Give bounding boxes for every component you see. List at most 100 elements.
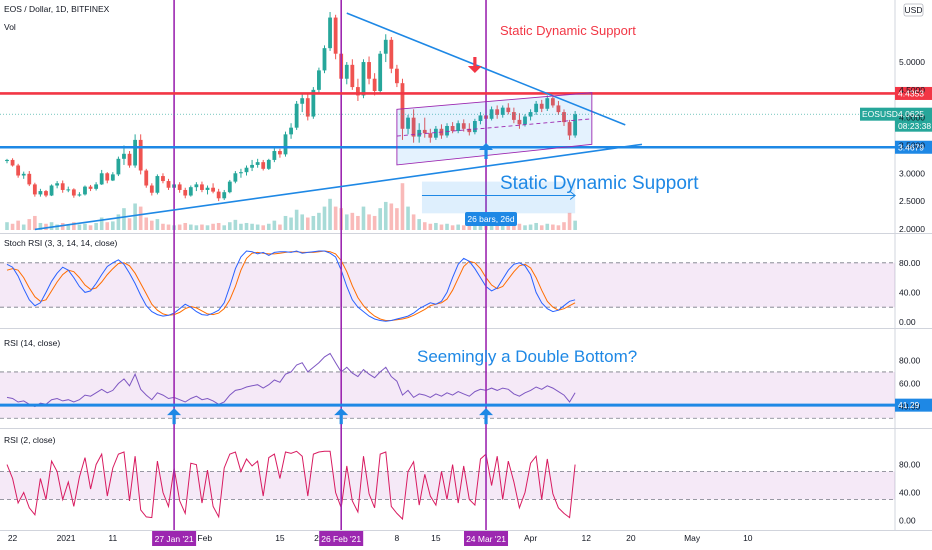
volume-bar [10,223,15,230]
volume-bar [266,223,271,230]
candle-body [467,128,472,133]
candle-body [372,78,377,91]
stoch-rsi-pane[interactable] [0,234,895,327]
candle-body [272,151,277,160]
price-pane[interactable] [0,0,895,233]
candle-body [38,191,43,195]
volume-bar [461,225,466,230]
volume-bar [333,206,338,230]
annotation-mid-label: Static Dynamic Support [500,173,699,194]
candle-body [188,187,193,196]
rsi14-tick-label: 80.00 [899,355,921,365]
candle-body [21,173,26,176]
candle-body [122,153,126,159]
stoch-rsi-tick-label: 80.00 [899,258,921,268]
candle-body [216,191,221,199]
price-tick-label: 4.5000 [899,85,925,95]
candle-body [60,183,65,190]
rsi14-line-0 [6,352,576,408]
time-axis-label: 20 [626,533,636,543]
candle-body [517,119,522,125]
rsi2-tick-label: 80.00 [899,460,921,470]
candle-body [161,176,165,182]
volume-bar [60,222,65,230]
volume-bar [545,223,550,230]
volume-bar [49,222,54,230]
candle-body [417,129,422,137]
date-marker-tag-label: 27 Jan '21 [155,534,194,544]
candle-body [266,159,271,169]
candle-body [356,87,360,96]
volume-bar [144,217,149,230]
candle-body [350,64,355,88]
candle-body [27,173,32,185]
volume-bar [255,224,260,230]
rsi14-tick-label: 40.00 [899,402,921,412]
support-price-tag: 3.4679 [898,142,924,152]
candle-body [378,53,383,91]
rsi2-tick-label: 40.00 [899,487,921,497]
volume-bar [539,225,544,230]
volume-bar [166,224,171,230]
candle-body [149,185,154,193]
rsi14-up-arrow-head [334,408,349,416]
volume-bar [450,225,455,230]
volume-bar [551,224,555,230]
candle-body [250,164,254,168]
candle-body [10,159,15,166]
candle-body [511,112,516,120]
volume-bar [194,225,199,230]
measure-box [421,181,576,214]
currency-badge[interactable] [903,3,924,17]
rsi14-up-arrow-head [167,408,182,416]
volume-bar [356,215,360,230]
price-tick-label: 3.5000 [899,140,925,150]
candle-body [222,192,227,199]
rsi2-pane[interactable] [0,429,895,530]
candle-body [406,117,410,129]
candle-body [71,189,76,196]
volume-bar [161,223,165,230]
volume-bar [261,225,266,230]
volume-bar [317,212,321,230]
volume-bar [495,224,499,230]
volume-bar [422,222,427,230]
rsi14-tick-label: 60.00 [899,379,921,389]
candle-body [333,17,338,54]
annotation-rsi-label: Seemingly a Double Bottom? [417,347,637,366]
currency-label: USD [905,5,923,15]
volume-bar [528,224,533,230]
annotation-top-label: Static Dynamic Support [500,23,636,38]
candle-body [573,114,578,136]
candle-body [83,186,87,195]
measure-arrowhead [569,191,576,200]
candles [5,12,578,202]
volume-bar [222,225,227,230]
volume-bar [389,203,394,230]
volume-bar [5,222,9,230]
volume-bar [189,224,193,230]
candle-body [367,62,371,79]
measure-label: 26 bars, 26d [467,214,515,224]
candle-body [328,17,332,49]
candle-body [49,185,54,196]
volume-bar [562,222,566,230]
volume-bar [283,215,288,230]
candle-body [66,189,71,191]
candle-body [133,139,138,166]
volume-bar [16,220,20,230]
date-marker-tag-label: 24 Mar '21 [466,534,506,544]
candle-body [322,48,327,71]
volume-bar [512,224,516,230]
rsi14-pane[interactable] [0,329,895,427]
candle-body [278,151,282,155]
time-axis-label: 15 [431,533,441,543]
volume-bar [305,217,310,230]
candle-body [445,126,449,136]
volume-bar [378,208,382,230]
date-marker-tag-bg [152,531,197,546]
volume-bar [439,224,444,230]
stoch-rsi-line-0 [6,250,576,321]
volume-bar [534,222,538,230]
